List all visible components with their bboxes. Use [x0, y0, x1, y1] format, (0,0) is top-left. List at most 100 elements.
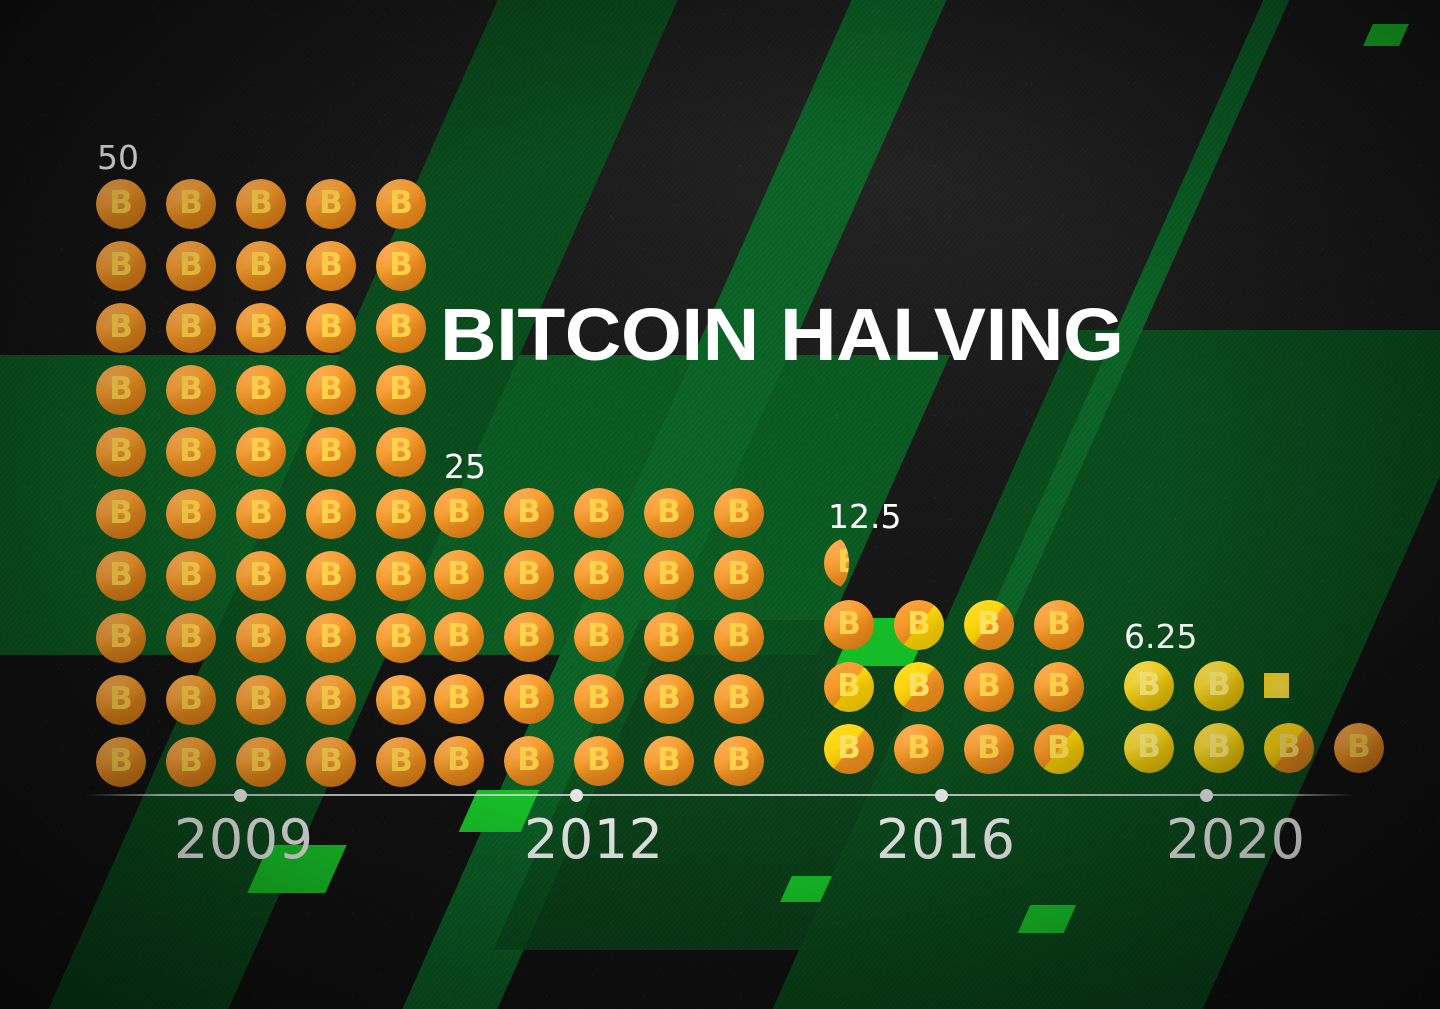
- bitcoin-coin-icon: B: [894, 724, 944, 774]
- bitcoin-half-coin-icon: B: [824, 538, 849, 588]
- bitcoin-coin-icon: B: [236, 675, 286, 725]
- bitcoin-coin-icon: B: [306, 737, 356, 787]
- bitcoin-coin-icon: B: [964, 724, 1014, 774]
- bitcoin-coin-icon: B: [166, 551, 216, 601]
- bitcoin-coin-icon: B: [166, 489, 216, 539]
- bitcoin-coin-icon: B: [96, 675, 146, 725]
- timeline-dot-2012[interactable]: [570, 789, 583, 802]
- bitcoin-coin-icon: B: [434, 550, 484, 600]
- bitcoin-coin-icon: B: [166, 179, 216, 229]
- bitcoin-coin-icon: B: [306, 675, 356, 725]
- bitcoin-coin-icon: B: [236, 737, 286, 787]
- bitcoin-coin-icon: B: [894, 662, 944, 712]
- bitcoin-coin-icon: B: [166, 427, 216, 477]
- bitcoin-coin-icon: B: [166, 241, 216, 291]
- bitcoin-coin-icon: B: [894, 600, 944, 650]
- bitcoin-coin-icon: B: [236, 427, 286, 477]
- bitcoin-coin-icon: B: [644, 488, 694, 538]
- bitcoin-coin-icon: B: [644, 550, 694, 600]
- bitcoin-coin-icon: B: [1334, 723, 1384, 773]
- bitcoin-coin-icon: B: [714, 612, 764, 662]
- bitcoin-coin-icon: B: [376, 241, 426, 291]
- bitcoin-coin-icon: B: [1034, 662, 1084, 712]
- bitcoin-coin-icon: B: [236, 365, 286, 415]
- value-label-2016: 12.5: [828, 497, 902, 536]
- bitcoin-coin-icon: B: [1124, 723, 1174, 773]
- bitcoin-coin-icon: B: [504, 736, 554, 786]
- bitcoin-coin-icon: B: [96, 365, 146, 415]
- bitcoin-coin-icon: B: [166, 737, 216, 787]
- bitcoin-coin-icon: B: [96, 179, 146, 229]
- bitcoin-coin-icon: B: [964, 600, 1014, 650]
- bitcoin-coin-icon: B: [96, 551, 146, 601]
- timeline-dot-2020[interactable]: [1200, 789, 1213, 802]
- bitcoin-coin-icon: B: [306, 489, 356, 539]
- value-label-2020: 6.25: [1124, 617, 1198, 656]
- bitcoin-coin-icon: B: [1124, 661, 1174, 711]
- bitcoin-coin-icon: B: [434, 736, 484, 786]
- bitcoin-coin-icon: B: [1034, 600, 1084, 650]
- bitcoin-coin-icon: B: [644, 736, 694, 786]
- bitcoin-coin-icon: B: [376, 675, 426, 725]
- timeline-year-2012: 2012: [524, 808, 664, 871]
- bitcoin-coin-icon: B: [504, 612, 554, 662]
- bitcoin-coin-icon: B: [644, 612, 694, 662]
- bitcoin-coin-icon: B: [574, 674, 624, 724]
- bitcoin-coin-icon: B: [376, 427, 426, 477]
- bitcoin-coin-icon: B: [166, 365, 216, 415]
- bitcoin-coin-icon: B: [434, 674, 484, 724]
- timeline-axis: [85, 794, 1355, 796]
- bitcoin-coin-icon: B: [236, 179, 286, 229]
- bitcoin-coin-icon: B: [166, 613, 216, 663]
- bitcoin-coin-icon: B: [574, 550, 624, 600]
- timeline-year-2020: 2020: [1166, 808, 1306, 871]
- bitcoin-coin-icon: B: [376, 179, 426, 229]
- bitcoin-coin-icon: B: [306, 613, 356, 663]
- bitcoin-coin-icon: B: [714, 736, 764, 786]
- bitcoin-coin-icon: B: [306, 427, 356, 477]
- bitcoin-coin-icon: B: [376, 489, 426, 539]
- bitcoin-coin-icon: B: [236, 613, 286, 663]
- value-label-2009: 50: [97, 138, 139, 177]
- bitcoin-coin-icon: B: [236, 241, 286, 291]
- bitcoin-coin-icon: B: [306, 179, 356, 229]
- bitcoin-coin-icon: B: [96, 427, 146, 477]
- timeline-dot-2009[interactable]: [234, 789, 247, 802]
- bitcoin-coin-icon: B: [376, 613, 426, 663]
- timeline-year-2009: 2009: [174, 808, 314, 871]
- bitcoin-coin-icon: B: [236, 551, 286, 601]
- bitcoin-coin-icon: B: [96, 489, 146, 539]
- bitcoin-coin-icon: B: [1194, 723, 1244, 773]
- bitcoin-coin-icon: B: [306, 241, 356, 291]
- bitcoin-coin-icon: B: [236, 489, 286, 539]
- bitcoin-coin-icon: B: [96, 241, 146, 291]
- bitcoin-coin-icon: B: [824, 724, 874, 774]
- page-title: BITCOIN HALVING: [440, 293, 1124, 376]
- bitcoin-coin-icon: B: [504, 550, 554, 600]
- bitcoin-coin-icon: B: [964, 662, 1014, 712]
- bitcoin-coin-icon: B: [824, 600, 874, 650]
- bitcoin-quarter-coin-icon: [1264, 673, 1289, 698]
- bitcoin-coin-icon: B: [504, 488, 554, 538]
- bitcoin-coin-icon: B: [714, 550, 764, 600]
- timeline-dot-2016[interactable]: [935, 789, 948, 802]
- bitcoin-coin-icon: B: [644, 674, 694, 724]
- bitcoin-coin-icon: B: [1034, 724, 1084, 774]
- bitcoin-coin-icon: B: [434, 488, 484, 538]
- timeline-year-2016: 2016: [876, 808, 1016, 871]
- bitcoin-coin-icon: B: [306, 551, 356, 601]
- bitcoin-coin-icon: B: [376, 551, 426, 601]
- bitcoin-coin-icon: B: [824, 662, 874, 712]
- bitcoin-coin-icon: B: [376, 365, 426, 415]
- bitcoin-coin-icon: B: [1264, 723, 1314, 773]
- bitcoin-coin-icon: B: [306, 303, 356, 353]
- bitcoin-coin-icon: B: [574, 612, 624, 662]
- bitcoin-coin-icon: B: [166, 303, 216, 353]
- bitcoin-coin-icon: B: [714, 674, 764, 724]
- bitcoin-coin-icon: B: [306, 365, 356, 415]
- bitcoin-coin-icon: B: [574, 488, 624, 538]
- bitcoin-coin-icon: B: [96, 613, 146, 663]
- bitcoin-coin-icon: B: [96, 303, 146, 353]
- bitcoin-coin-icon: B: [166, 675, 216, 725]
